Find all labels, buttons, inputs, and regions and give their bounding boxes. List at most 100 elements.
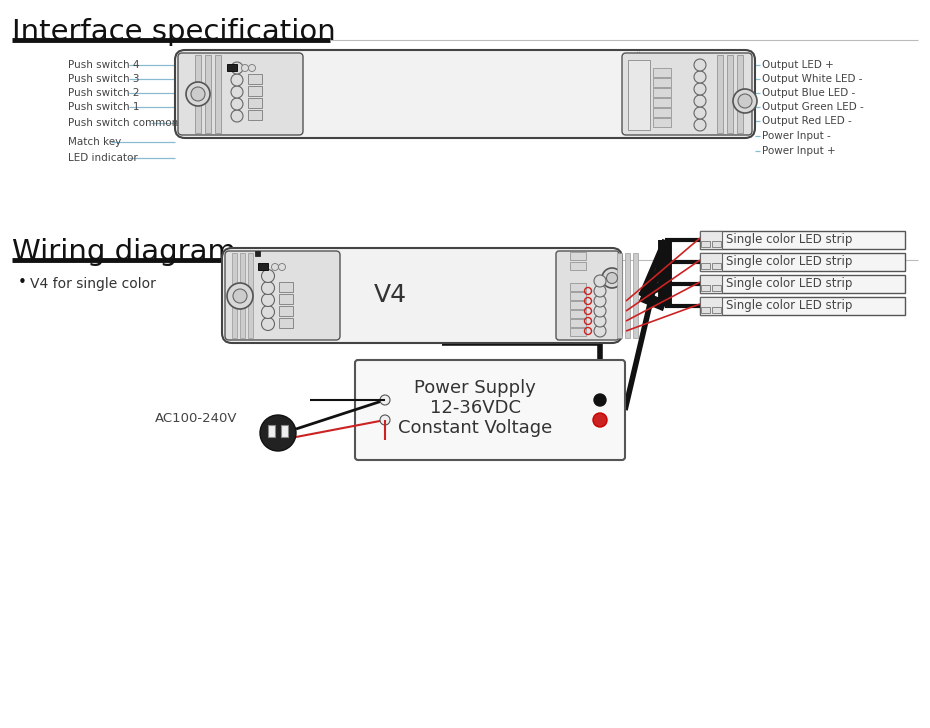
Text: -: -: [704, 241, 707, 247]
Text: V4: V4: [374, 283, 406, 307]
Bar: [279, 306, 293, 316]
Circle shape: [594, 295, 606, 307]
Bar: [717, 55, 723, 133]
Bar: [712, 263, 721, 269]
Text: 3: 3: [253, 100, 258, 106]
Bar: [700, 253, 905, 271]
Circle shape: [242, 65, 248, 71]
Bar: [701, 241, 710, 247]
Bar: [712, 285, 721, 291]
Text: OUTPUT: OUTPUT: [636, 84, 642, 104]
FancyBboxPatch shape: [556, 251, 619, 340]
Bar: [248, 86, 262, 96]
Text: Output Red LED -: Output Red LED -: [762, 116, 852, 126]
Text: 1: 1: [284, 284, 288, 290]
Circle shape: [231, 110, 243, 122]
Bar: [570, 328, 586, 336]
Text: +: +: [713, 285, 720, 291]
Bar: [700, 253, 722, 271]
Bar: [227, 64, 237, 71]
Circle shape: [231, 74, 243, 86]
Bar: [628, 60, 650, 130]
Bar: [653, 78, 671, 87]
Circle shape: [593, 413, 607, 427]
Circle shape: [594, 305, 606, 317]
Text: 3: 3: [284, 308, 288, 314]
Circle shape: [261, 269, 274, 282]
Text: MATCH: MATCH: [290, 264, 307, 269]
Text: Push switch 4: Push switch 4: [68, 60, 140, 70]
Text: 4: 4: [253, 112, 258, 118]
Bar: [570, 252, 586, 260]
Bar: [727, 55, 733, 133]
Circle shape: [594, 325, 606, 337]
Bar: [279, 318, 293, 328]
Circle shape: [694, 107, 706, 119]
Bar: [653, 98, 671, 107]
Bar: [653, 88, 671, 97]
Bar: [279, 294, 293, 304]
Circle shape: [261, 282, 274, 295]
Bar: [633, 253, 638, 338]
Bar: [570, 292, 586, 300]
Text: 12-36VDC: 12-36VDC: [573, 253, 577, 274]
Text: -: -: [704, 285, 707, 291]
Text: Power Input -: Power Input -: [762, 131, 830, 141]
Text: Single color LED strip: Single color LED strip: [726, 299, 853, 312]
Circle shape: [594, 315, 606, 327]
Bar: [255, 251, 260, 256]
Bar: [248, 98, 262, 108]
Circle shape: [227, 283, 253, 309]
Bar: [701, 285, 710, 291]
Text: Single color LED strip: Single color LED strip: [726, 277, 853, 290]
Text: MATCH: MATCH: [270, 66, 287, 71]
Text: 12-36VDC: 12-36VDC: [430, 399, 521, 417]
Text: +: +: [713, 241, 720, 247]
Bar: [700, 275, 722, 293]
Circle shape: [261, 293, 274, 306]
Bar: [737, 55, 743, 133]
Text: Push-Dim: Push-Dim: [296, 285, 300, 311]
Circle shape: [694, 119, 706, 131]
Bar: [215, 55, 221, 133]
Bar: [617, 253, 622, 338]
FancyBboxPatch shape: [175, 50, 755, 138]
Circle shape: [694, 95, 706, 107]
Text: Constant Voltage: Constant Voltage: [398, 419, 552, 437]
Circle shape: [231, 62, 243, 74]
Text: Push switch common: Push switch common: [68, 118, 179, 128]
Text: 2: 2: [253, 88, 258, 94]
Bar: [712, 307, 721, 313]
Bar: [570, 310, 586, 318]
Circle shape: [694, 83, 706, 95]
Circle shape: [231, 98, 243, 110]
Bar: [700, 297, 722, 315]
Text: OUTPUT: OUTPUT: [561, 286, 565, 306]
Bar: [248, 253, 253, 338]
FancyBboxPatch shape: [225, 251, 340, 340]
Text: Output White LED -: Output White LED -: [762, 74, 862, 84]
Bar: [570, 262, 586, 270]
Text: V4 for single color: V4 for single color: [30, 277, 156, 291]
Circle shape: [272, 264, 278, 271]
Text: Push switch 3: Push switch 3: [68, 74, 140, 84]
Bar: [712, 241, 721, 247]
Text: •: •: [18, 275, 27, 290]
Text: -: -: [704, 263, 707, 269]
Circle shape: [260, 415, 296, 451]
Text: Wiring diagram: Wiring diagram: [12, 238, 236, 266]
Circle shape: [694, 71, 706, 83]
Text: Single color LED strip: Single color LED strip: [726, 256, 853, 269]
Text: INPUT: INPUT: [634, 54, 638, 66]
Circle shape: [233, 289, 247, 303]
Circle shape: [733, 89, 757, 113]
Circle shape: [594, 285, 606, 297]
Text: Match key: Match key: [68, 137, 121, 147]
Circle shape: [261, 306, 274, 319]
Text: +: +: [713, 263, 720, 269]
Text: Single color LED strip: Single color LED strip: [726, 234, 853, 247]
Text: Output Blue LED -: Output Blue LED -: [762, 88, 856, 98]
Text: AC100-240V: AC100-240V: [155, 411, 237, 424]
Circle shape: [594, 275, 606, 287]
Circle shape: [380, 395, 390, 405]
